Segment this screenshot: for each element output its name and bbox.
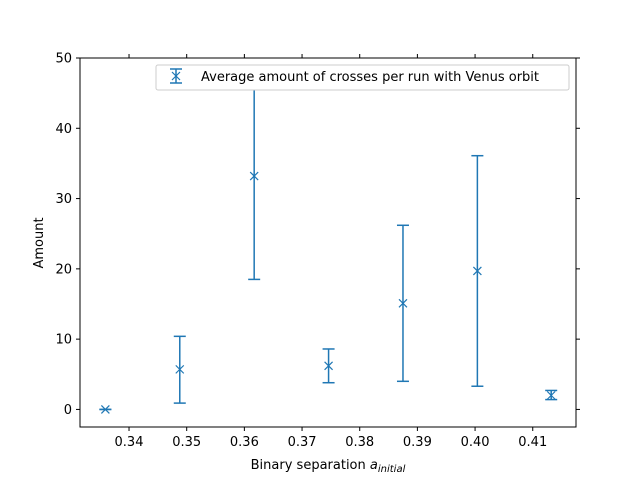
y-tick-label: 40 bbox=[55, 122, 72, 137]
y-tick-label: 30 bbox=[55, 192, 72, 207]
x-tick-label: 0.37 bbox=[288, 435, 317, 450]
x-tick-label: 0.36 bbox=[230, 435, 259, 450]
legend-marker-x-icon bbox=[170, 68, 182, 84]
y-tick-label: 20 bbox=[55, 262, 72, 277]
x-tick-label: 0.41 bbox=[518, 435, 547, 450]
x-marker bbox=[175, 364, 185, 374]
data-point bbox=[545, 389, 558, 401]
x-tick-label: 0.35 bbox=[172, 435, 201, 450]
legend: Average amount of crosses per run with V… bbox=[155, 64, 570, 91]
legend-entry-label: Average amount of crosses per run with V… bbox=[201, 70, 539, 85]
data-point bbox=[99, 405, 112, 414]
legend-box bbox=[155, 64, 570, 91]
x-marker bbox=[472, 266, 482, 276]
data-point bbox=[248, 81, 261, 281]
data-point bbox=[173, 335, 186, 404]
x-tick-label: 0.40 bbox=[461, 435, 490, 450]
x-marker bbox=[398, 298, 408, 308]
y-tick-label: 10 bbox=[55, 333, 72, 348]
x-tick-label: 0.34 bbox=[115, 435, 144, 450]
x-marker bbox=[249, 171, 259, 181]
x-axis-ticks: 0.34 0.35 0.36 0.37 0.38 0.39 0.40 0.41 bbox=[115, 54, 547, 450]
x-marker bbox=[546, 390, 556, 400]
x-marker bbox=[324, 361, 334, 371]
y-axis-ticks: 0 10 20 30 40 50 bbox=[55, 52, 580, 418]
y-tick-label: 50 bbox=[55, 52, 72, 67]
plot-marks bbox=[99, 81, 558, 414]
data-point bbox=[322, 348, 335, 384]
plot-frame bbox=[79, 57, 577, 428]
x-tick-label: 0.39 bbox=[403, 435, 432, 450]
x-tick-label: 0.38 bbox=[345, 435, 374, 450]
x-marker bbox=[100, 405, 110, 414]
y-tick-label: 0 bbox=[64, 403, 72, 418]
y-axis-label: Amount bbox=[32, 217, 47, 268]
data-point bbox=[471, 154, 484, 387]
x-axis-label: Binary separation ainitial bbox=[251, 458, 406, 475]
data-point bbox=[396, 224, 409, 383]
